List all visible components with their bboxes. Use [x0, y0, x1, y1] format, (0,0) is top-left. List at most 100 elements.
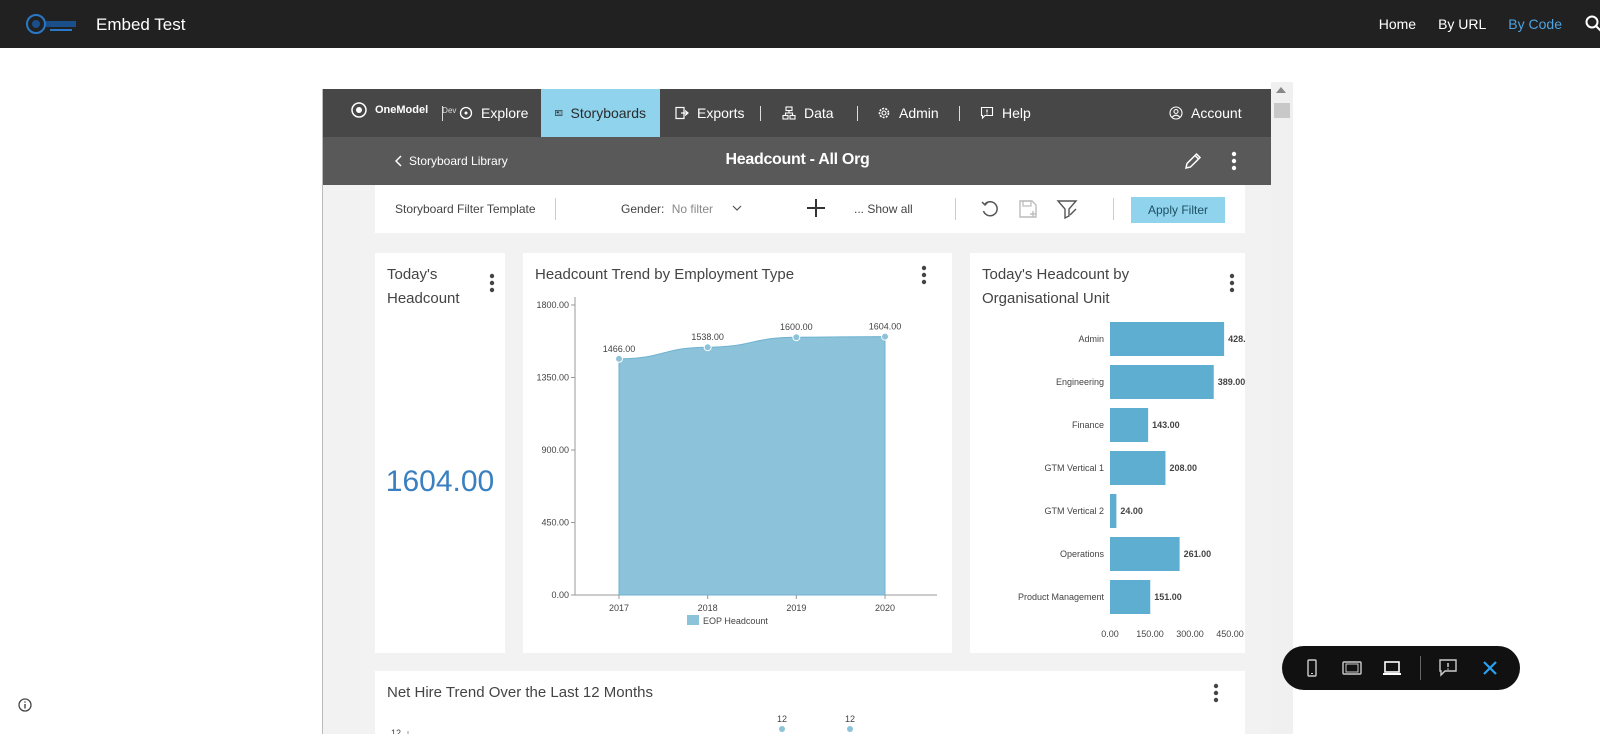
data-label: 1466.00: [603, 344, 636, 354]
legend-label: EOP Headcount: [703, 616, 768, 626]
chevron-left-icon: [395, 155, 402, 167]
nav-admin[interactable]: Admin: [863, 89, 953, 137]
storyboard-more-icon[interactable]: [1231, 151, 1237, 171]
app-nav-bar: OneModel Dev Explore Storyboards Exports…: [323, 89, 1271, 137]
close-icon[interactable]: [1480, 658, 1500, 678]
category-label: GTM Vertical 1: [1044, 463, 1104, 473]
save-filter-icon[interactable]: [1017, 198, 1039, 220]
nav-explore[interactable]: Explore: [445, 89, 542, 137]
embed-scrollbar[interactable]: [1271, 82, 1293, 734]
category-label: GTM Vertical 2: [1044, 506, 1104, 516]
filter-divider: [555, 198, 556, 220]
data-point: [847, 726, 853, 732]
headcount-value: 1604.00: [385, 465, 495, 498]
headcount-trend-card: Headcount Trend by Employment Type 0.00 4…: [523, 253, 952, 653]
data-point: [779, 726, 785, 732]
apply-filter-button[interactable]: Apply Filter: [1131, 197, 1225, 223]
feedback-icon[interactable]: [1438, 658, 1458, 678]
laptop-view-icon[interactable]: [1382, 658, 1402, 678]
device-preview-toolbar: [1282, 646, 1520, 690]
pencil-edit-icon[interactable]: [1183, 151, 1203, 171]
y-tick-label: 0.00: [551, 590, 569, 600]
nav-divider: [857, 106, 858, 121]
bar: [1110, 451, 1166, 485]
gender-filter[interactable]: Gender: No filter: [621, 202, 713, 216]
category-label: Admin: [1078, 334, 1104, 344]
undo-icon[interactable]: [979, 198, 1001, 220]
info-icon[interactable]: [18, 698, 32, 712]
nav-by-code-link[interactable]: By Code: [1508, 16, 1562, 32]
funnel-edit-icon[interactable]: [1056, 198, 1078, 220]
data-label: 428.00: [1228, 334, 1245, 344]
env-badge: Dev: [442, 105, 457, 115]
toolbar-divider: [1420, 656, 1421, 680]
compass-icon: [459, 106, 473, 120]
data-label: 208.00: [1169, 463, 1197, 473]
nav-by-url-link[interactable]: By URL: [1438, 16, 1487, 32]
embedded-app: OneModel Dev Explore Storyboards Exports…: [322, 89, 1271, 734]
nav-home-link[interactable]: Home: [1378, 16, 1417, 32]
x-tick-label: 2020: [875, 603, 895, 613]
y-tick-label: 1800.00: [536, 300, 569, 310]
data-label: 1600.00: [780, 322, 813, 332]
card-more-icon[interactable]: [1229, 273, 1235, 293]
tablet-view-icon[interactable]: [1342, 658, 1362, 678]
area-series-eop-headcount: [618, 336, 886, 596]
org-unit-chart: Admin 428.00 Engineering 389.00 Finance 143.0…: [1018, 322, 1245, 639]
data-label: 389.00: [1218, 377, 1245, 387]
storyboard-library-link[interactable]: Storyboard Library: [395, 154, 508, 168]
data-point: [792, 333, 801, 342]
x-tick-label: 0.00: [1101, 629, 1119, 639]
nav-account[interactable]: Account: [1155, 89, 1256, 137]
y-tick-label: 450.00: [541, 518, 569, 528]
search-icon[interactable]: [1585, 15, 1600, 33]
site-logo-icon[interactable]: [24, 13, 80, 37]
nav-storyboards-label: Storyboards: [570, 105, 646, 121]
nav-data[interactable]: Data: [768, 89, 848, 137]
net-hire-chart: 12 12 12: [391, 714, 855, 734]
bar: [1110, 408, 1149, 442]
filter-divider: [1113, 198, 1114, 220]
x-tick-label: 150.00: [1136, 629, 1164, 639]
storyboard-library-label: Storyboard Library: [409, 154, 508, 168]
nav-help-label: Help: [1002, 105, 1031, 121]
x-tick-label: 300.00: [1176, 629, 1204, 639]
gear-icon: [878, 107, 890, 119]
net-hire-card: Net Hire Trend Over the Last 12 Months 1…: [375, 671, 1245, 734]
nav-data-label: Data: [804, 105, 834, 121]
mobile-view-icon[interactable]: [1302, 658, 1322, 678]
nav-help[interactable]: Help: [966, 89, 1045, 137]
scroll-up-arrow-icon[interactable]: [1276, 87, 1286, 93]
nav-storyboards[interactable]: Storyboards: [541, 89, 660, 137]
show-all-filters-link[interactable]: ... Show all: [854, 202, 913, 216]
filter-divider: [955, 198, 956, 220]
card-title: Today's Headcount by Organisational Unit: [982, 266, 1130, 307]
nav-exports[interactable]: Exports: [661, 89, 758, 137]
onemodel-logo-icon: [351, 102, 367, 118]
legend-swatch: [687, 615, 699, 625]
card-title: Today's Headcount: [387, 266, 460, 307]
category-label: Finance: [1072, 420, 1104, 430]
category-label: Product Management: [1018, 592, 1105, 602]
y-tick-label: 1350.00: [536, 373, 569, 383]
data-label: 12: [777, 714, 787, 724]
data-label: 1604.00: [869, 322, 902, 332]
x-tick-label: 2018: [698, 603, 718, 613]
filter-template-label[interactable]: Storyboard Filter Template: [395, 202, 536, 216]
site-header: Embed Test Home By URL By Code: [0, 0, 1600, 48]
card-more-icon[interactable]: [1213, 683, 1219, 703]
bar: [1110, 580, 1151, 614]
onemodel-logo[interactable]: OneModel Dev: [351, 102, 456, 118]
card-more-icon[interactable]: [921, 265, 927, 285]
x-tick-label: 450.00: [1216, 629, 1244, 639]
chevron-down-icon[interactable]: [731, 202, 743, 214]
data-label: 1538.00: [691, 332, 724, 342]
data-point: [703, 343, 712, 352]
add-filter-icon[interactable]: [805, 197, 827, 219]
data-label: 143.00: [1152, 420, 1180, 430]
nav-account-label: Account: [1191, 105, 1242, 121]
scrollbar-thumb[interactable]: [1274, 103, 1290, 118]
todays-headcount-card: Today's Headcount 1604.00: [375, 253, 505, 653]
card-more-icon[interactable]: [489, 273, 495, 293]
data-label: 24.00: [1120, 506, 1143, 516]
